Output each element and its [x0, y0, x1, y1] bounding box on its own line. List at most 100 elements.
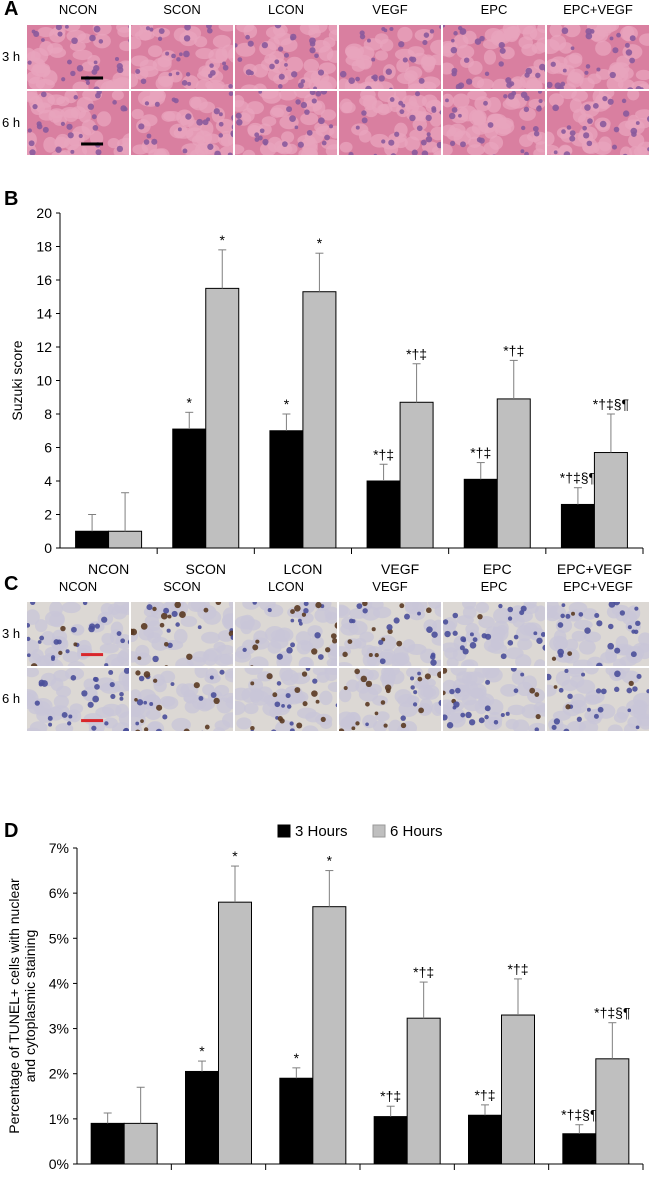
a-column-label: EPC+VEGF: [563, 2, 633, 17]
b-y-tick-label: 16: [36, 272, 52, 288]
d-bar: [373, 1116, 408, 1165]
c-row-label: 6 h: [2, 691, 21, 707]
d-y-tick-label: 7%: [49, 840, 69, 856]
b-bar: [172, 428, 207, 549]
b-bar: [496, 398, 531, 549]
d-y-tick-label: 2%: [49, 1066, 69, 1082]
a-micrograph-tile: [547, 91, 649, 155]
c-column-label: EPC: [480, 579, 508, 594]
d-y-tick-label: 1%: [49, 1111, 69, 1127]
panel-c-letter: C: [4, 573, 19, 595]
b-y-tick-label: 8: [44, 406, 52, 422]
d-significance-label: *: [199, 1043, 205, 1059]
d-y-tick-label: 4%: [49, 975, 69, 991]
tunel-percentage-chart: 0% 1% 2% 3% 4% 5% 6% 7% Percentage of TUNEL+ cel…: [6, 823, 644, 1178]
a-column-label: VEGF: [372, 2, 408, 17]
d-legend-label: 3 Hours: [295, 823, 348, 840]
b-significance-label: *†‡§¶: [593, 396, 629, 412]
b-y-tick-label: 12: [36, 339, 52, 355]
c-micrograph-tile: [235, 667, 337, 731]
b-category-label: SCON: [186, 561, 226, 577]
b-y-tick-label: 20: [36, 205, 52, 221]
suzuki-score-chart: 0 2 4 6 8 10 12 14 16 18 20 Suzuki score NCON SCON * * L…: [9, 205, 644, 577]
panel-a-letter: A: [4, 0, 19, 20]
a-row-label: 6 h: [2, 115, 21, 130]
d-significance-label: *: [294, 1050, 300, 1066]
d-y-tick-label: 3%: [49, 1021, 69, 1037]
c-micrograph-tile: [547, 602, 649, 666]
c-micrograph-tile: [443, 602, 545, 666]
c-column-label: EPC+VEGF: [563, 579, 633, 594]
a-micrograph-tile: [131, 25, 233, 89]
b-bar: [366, 480, 401, 549]
b-bar: [75, 530, 110, 549]
b-y-tick-label: 10: [36, 373, 52, 389]
d-bar: [501, 1014, 535, 1165]
c-micrograph-tile: [339, 602, 441, 666]
c-column-label: VEGF: [372, 579, 408, 594]
b-significance-label: *†‡: [373, 446, 394, 462]
b-category-label: NCON: [88, 561, 129, 577]
a-column-label: LCON: [267, 2, 305, 17]
d-significance-label: *†‡: [507, 961, 528, 977]
c-micrograph-tile: [131, 602, 233, 666]
b-significance-label: *: [220, 232, 226, 248]
b-significance-label: *†‡: [470, 445, 491, 461]
c-micrograph-tile: [27, 667, 129, 731]
d-y-tick-label: 5%: [49, 930, 69, 946]
c-row-label: 3 h: [2, 625, 21, 641]
c-column-label: NCON: [58, 579, 98, 594]
c-micrograph-tile: [339, 667, 441, 731]
b-significance-label: *: [317, 235, 323, 251]
d-bar: [123, 1122, 158, 1165]
b-y-tick-label: 14: [36, 306, 52, 322]
b-category-label: VEGF: [381, 561, 419, 577]
a-column-label: EPC: [480, 2, 508, 17]
b-category-label: EPC: [483, 561, 512, 577]
a-micrograph-tile: [443, 25, 545, 89]
b-bar: [463, 478, 498, 549]
b-y-tick-label: 2: [44, 507, 52, 523]
c-micrograph-tile: [131, 667, 233, 731]
c-micrograph-tile: [27, 602, 129, 666]
b-significance-label: *†‡: [503, 342, 524, 358]
d-significance-label: *†‡§¶: [594, 1005, 630, 1021]
b-significance-label: *: [187, 394, 193, 410]
d-y-tick-label: 0%: [49, 1156, 69, 1172]
a-micrograph-tile: [339, 91, 441, 155]
d-bar: [468, 1114, 502, 1165]
a-micrograph-tile: [235, 91, 337, 155]
d-bar: [406, 1017, 441, 1165]
b-y-tick-label: 18: [36, 239, 52, 255]
a-micrograph-tile: [339, 25, 441, 89]
a-column-label: SCON: [163, 2, 201, 17]
d-bar: [279, 1077, 314, 1165]
b-y-tick-label: 4: [44, 473, 52, 489]
a-micrograph-tile: [27, 91, 129, 155]
b-y-axis-label: Suzuki score: [9, 340, 25, 420]
d-significance-label: *†‡: [380, 1088, 401, 1104]
d-significance-label: *†‡§¶: [561, 1107, 597, 1123]
d-significance-label: *: [327, 853, 333, 869]
d-bar: [90, 1122, 125, 1165]
panel-b-letter: B: [4, 188, 19, 210]
a-column-label: NCON: [58, 2, 98, 17]
b-bar: [108, 530, 143, 549]
a-micrograph-tile: [131, 91, 233, 155]
he-micrograph-grid: NCON SCON LCON VEGF EPC EPC+VEGF 3 h 6 h: [0, 2, 650, 180]
b-bar: [560, 503, 595, 549]
a-micrograph-tile: [27, 25, 129, 89]
d-y-axis-label: Percentage of TUNEL+ cells with nuclear: [6, 878, 22, 1134]
b-bar: [205, 287, 240, 549]
c-micrograph-tile: [235, 602, 337, 666]
panel-d-letter: D: [4, 820, 19, 842]
a-micrograph-tile: [443, 91, 545, 155]
a-micrograph-tile: [547, 25, 649, 89]
a-micrograph-tile: [235, 25, 337, 89]
b-bar: [399, 401, 434, 549]
c-column-label: SCON: [163, 579, 201, 594]
b-category-label: LCON: [283, 561, 322, 577]
d-significance-label: *†‡: [474, 1087, 495, 1103]
b-bar: [302, 291, 337, 549]
d-bar: [312, 906, 347, 1165]
